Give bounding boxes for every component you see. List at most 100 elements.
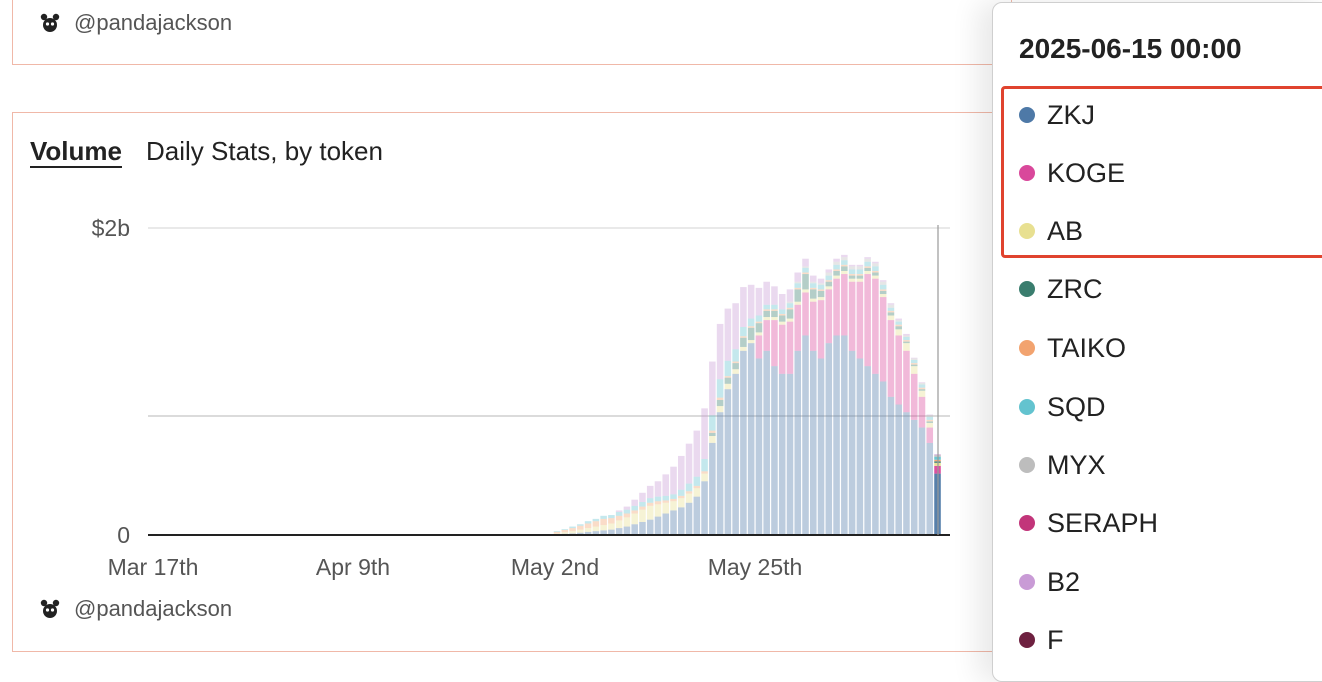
bar-zrc[interactable] [778,315,786,322]
bar-ab[interactable] [608,523,615,530]
bar-zrc[interactable] [825,281,833,287]
bar-taiko[interactable] [608,518,615,524]
bar-sqd[interactable] [910,360,918,364]
bar-b2[interactable] [879,280,887,282]
bar-b2[interactable] [709,361,716,416]
bar-myx[interactable] [825,272,833,276]
bar-koge[interactable] [771,320,778,367]
bar-b2[interactable] [623,506,631,510]
bar-ab[interactable] [887,315,895,321]
bar-sqd[interactable] [685,483,693,492]
bar-ab[interactable] [724,383,732,390]
bar-ab[interactable] [740,346,747,351]
bar-zkj[interactable] [716,412,724,535]
bar-taiko[interactable] [817,289,825,291]
bar-taiko[interactable] [670,498,677,502]
bar-sqd[interactable] [662,495,670,501]
bar-zkj[interactable] [678,507,685,535]
bar-zkj[interactable] [740,350,747,535]
bar-taiko[interactable] [569,528,576,532]
bar-ab[interactable] [662,502,670,514]
bar-taiko[interactable] [639,506,646,510]
bar-ab[interactable] [802,289,809,293]
bar-zkj[interactable] [771,366,778,535]
bar-myx[interactable] [802,266,809,268]
bar-ab[interactable] [778,321,786,325]
bar-zkj[interactable] [786,373,794,535]
bar-taiko[interactable] [654,501,662,505]
bar-taiko[interactable] [794,287,802,290]
bar-zrc[interactable] [887,312,895,316]
bar-ab[interactable] [631,513,638,525]
bar-b2[interactable] [771,286,778,305]
bar-zkj[interactable] [685,502,693,535]
bar-myx[interactable] [903,335,910,337]
bar-zrc[interactable] [724,377,732,384]
bar-koge[interactable] [872,278,879,374]
bar-taiko[interactable] [786,307,794,310]
bar-taiko[interactable] [763,309,770,311]
bar-zkj[interactable] [577,532,584,535]
bar-zkj[interactable] [887,396,895,535]
bar-taiko[interactable] [724,376,732,378]
bar-zkj[interactable] [701,481,708,535]
bar-sqd[interactable] [553,531,561,532]
bar-ab[interactable] [926,422,934,428]
bar-taiko[interactable] [802,272,809,275]
bar-zkj[interactable] [724,389,732,535]
bar-koge[interactable] [755,335,763,359]
bar-ab[interactable] [732,369,739,374]
bar-zkj[interactable] [639,521,646,535]
bar-taiko[interactable] [615,515,623,521]
bar-zrc[interactable] [848,275,856,279]
bar-taiko[interactable] [577,525,584,530]
bar-taiko[interactable] [887,310,895,313]
bar-b2[interactable] [755,287,763,316]
bar-ab[interactable] [747,340,755,344]
bar-zkj[interactable] [910,419,918,536]
bar-taiko[interactable] [678,495,685,499]
bar-zrc[interactable] [709,432,716,436]
bar-zkj[interactable] [856,358,864,535]
bar-myx[interactable] [786,301,794,304]
bar-ab[interactable] [592,526,600,532]
bar-zkj[interactable] [817,358,825,535]
bar-koge[interactable] [825,289,833,344]
bar-zkj[interactable] [903,412,910,535]
bar-taiko[interactable] [662,500,670,503]
bar-koge[interactable] [817,300,825,359]
bar-b2[interactable] [802,258,809,267]
bar-b2[interactable] [926,414,934,416]
bar-koge[interactable] [864,274,871,367]
bar-sqd[interactable] [926,416,934,420]
bar-ab[interactable] [615,520,623,529]
bar-myx[interactable] [926,415,934,417]
bar-b2[interactable] [864,257,871,259]
bar-taiko[interactable] [879,289,887,291]
bar-sqd[interactable] [740,327,747,337]
bar-sqd[interactable] [577,524,584,526]
bar-taiko[interactable] [561,529,569,533]
bar-b2[interactable] [872,261,879,264]
bar-koge[interactable] [810,301,817,351]
bar-sqd[interactable] [825,275,833,281]
bar-zrc[interactable] [841,266,848,271]
bar-taiko[interactable] [841,264,848,267]
bar-sqd[interactable] [918,384,926,388]
bar-taiko[interactable] [755,321,763,324]
bar-taiko[interactable] [864,266,871,268]
bar-taiko[interactable] [646,502,654,506]
bar-ab[interactable] [709,435,716,443]
bar-ab[interactable] [918,390,926,397]
bar-zrc[interactable] [879,290,887,295]
bar-zkj[interactable] [879,381,887,536]
bar-b2[interactable] [841,254,848,258]
bar-b2[interactable] [786,289,794,302]
bar-sqd[interactable] [709,415,716,431]
bar-taiko[interactable] [584,523,592,529]
bar-sqd[interactable] [693,476,701,486]
bar-b2[interactable] [810,275,817,282]
bar-myx[interactable] [794,281,802,284]
bar-myx[interactable] [918,383,926,385]
bar-taiko[interactable] [778,313,786,316]
